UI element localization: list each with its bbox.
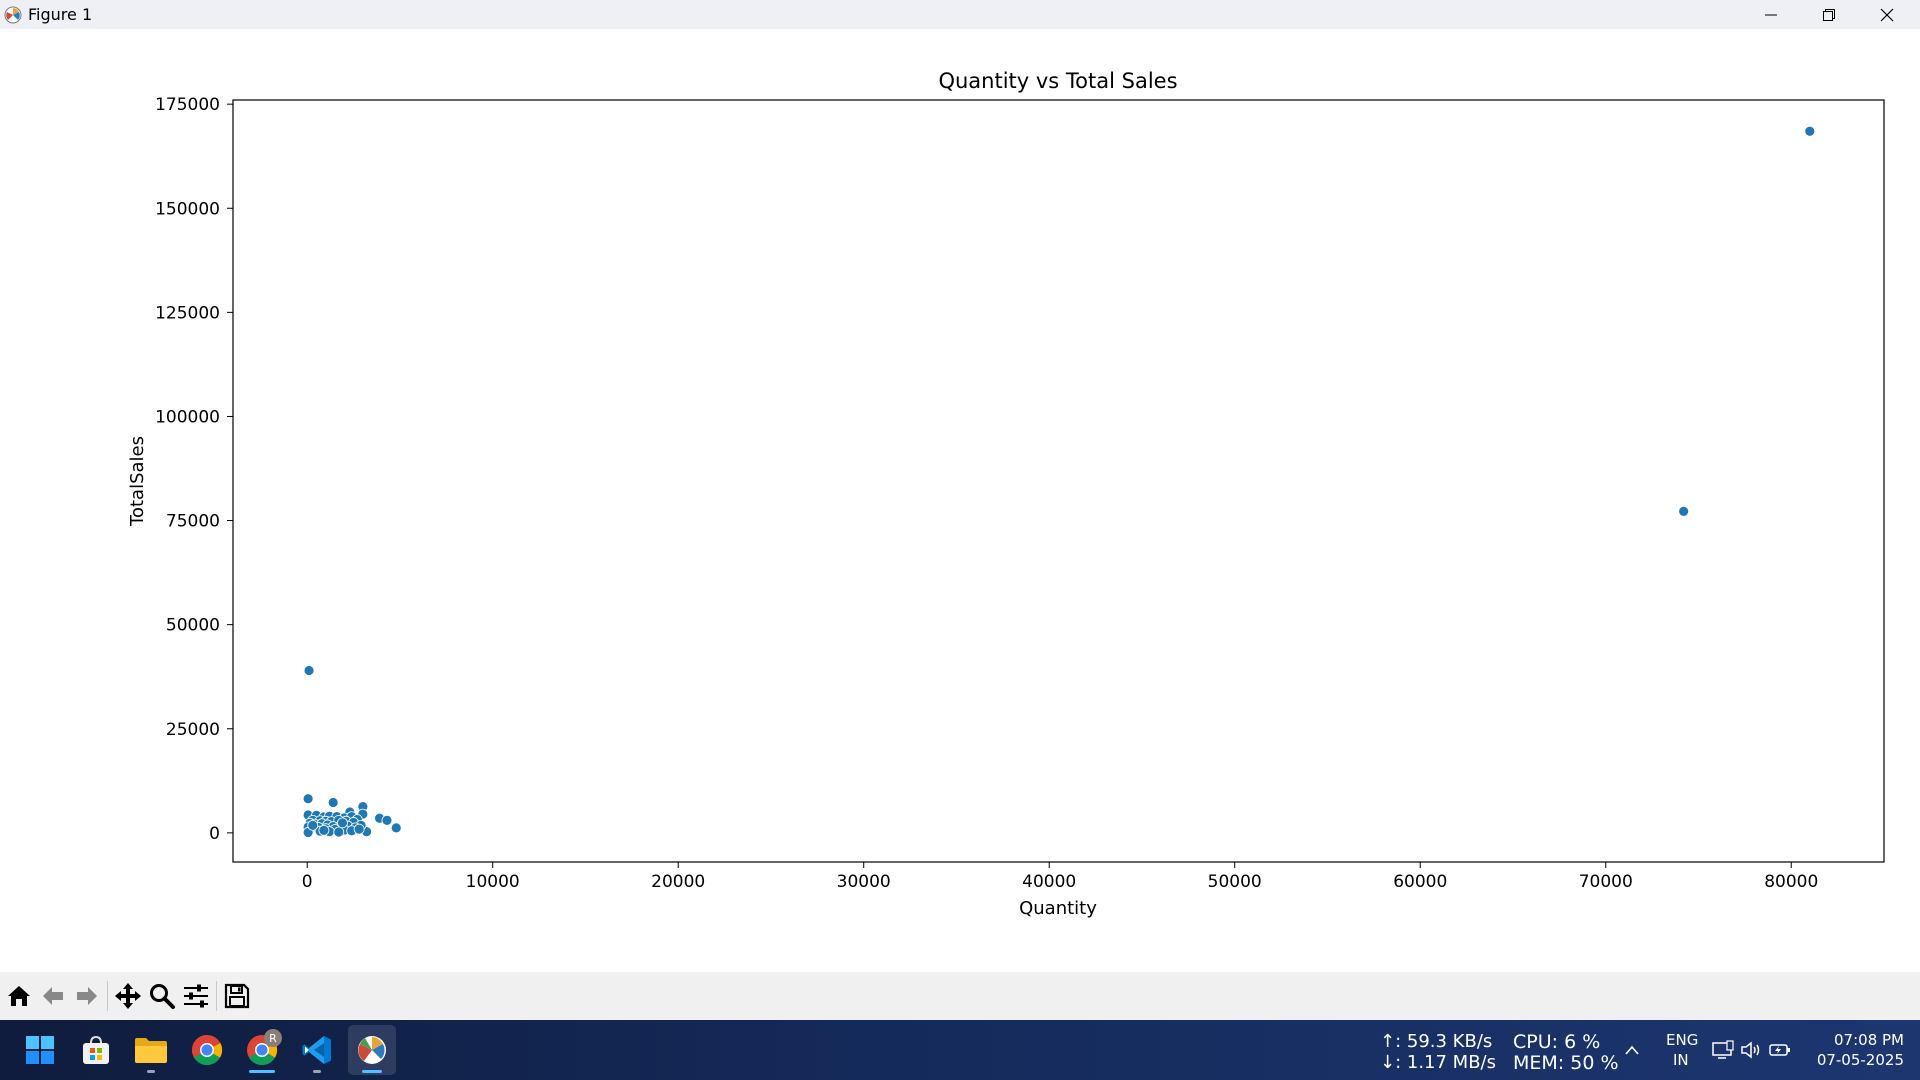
store-bag-icon (83, 1035, 109, 1064)
matplotlib-app-icon (2, 4, 24, 26)
pan-button[interactable] (111, 976, 145, 1016)
data-point (390, 822, 402, 834)
x-tick-label: 0 (302, 872, 313, 892)
taskbar: R ↑: 59.3 KB/s ↓: 1.17 MB/s CPU: 6 % MEM… (0, 1020, 1920, 1080)
matplotlib-icon (358, 1036, 386, 1064)
x-tick-label: 20000 (651, 872, 705, 892)
battery-charging-icon (1769, 1044, 1790, 1056)
data-point (353, 823, 365, 835)
window-title: Figure 1 (28, 5, 93, 24)
x-tick-label: 50000 (1208, 872, 1262, 892)
clock[interactable]: 07:08 PM 07-05-2025 (1810, 1028, 1916, 1072)
network-download-speed: ↓: 1.17 MB/s (1380, 1052, 1496, 1073)
taskbar-microsoft-store[interactable] (72, 1025, 120, 1075)
network-upload-speed: ↑: 59.3 KB/s (1380, 1031, 1493, 1052)
taskbar-vscode[interactable] (293, 1025, 341, 1075)
y-tick-label: 0 (209, 824, 220, 844)
y-axis-label: TotalSales (127, 436, 148, 527)
chevron-up-icon (1625, 1045, 1639, 1055)
region-code: IN (1673, 1051, 1689, 1069)
x-tick-label: 30000 (837, 872, 891, 892)
y-axis-ticks: 0 25000 50000 75000 100000 125000 150000 175000 (155, 95, 233, 844)
x-tick-label: 60000 (1393, 872, 1447, 892)
windows-logo-icon (26, 1036, 54, 1064)
memory-usage: MEM: 50 % (1513, 1052, 1619, 1074)
sliders-icon (184, 984, 208, 1008)
data-point (333, 826, 345, 838)
data-point (318, 824, 330, 836)
y-tick-label: 25000 (166, 720, 220, 740)
close-button[interactable] (1859, 0, 1915, 29)
magnifier-icon (150, 984, 175, 1009)
data-point (303, 665, 315, 676)
y-tick-label: 125000 (155, 303, 220, 323)
floppy-disk-icon (224, 983, 250, 1009)
clock-time: 07:08 PM (1834, 1031, 1904, 1049)
chrome-icon (191, 1035, 223, 1066)
zoom-button[interactable] (145, 976, 179, 1016)
close-icon (1880, 8, 1894, 21)
forward-arrow-icon (77, 987, 97, 1005)
clock-date: 07-05-2025 (1816, 1051, 1904, 1069)
x-tick-label: 80000 (1764, 872, 1818, 892)
taskbar-file-explorer[interactable] (127, 1025, 175, 1075)
folder-icon (135, 1038, 167, 1063)
x-axis-ticks: 0 10000 20000 30000 40000 50000 60000 70000 8000… (302, 862, 1818, 892)
back-button[interactable] (36, 976, 70, 1016)
show-hidden-icons-button[interactable] (1620, 1038, 1644, 1062)
taskbar-chrome[interactable] (183, 1025, 231, 1075)
x-tick-label: 10000 (466, 872, 520, 892)
taskbar-matplotlib-figure[interactable] (348, 1025, 396, 1075)
y-tick-label: 50000 (166, 616, 220, 636)
x-tick-label: 40000 (1022, 872, 1076, 892)
volume-icon (1741, 1041, 1760, 1059)
minimize-icon (1765, 14, 1777, 15)
title-bar: Figure 1 (0, 0, 1920, 29)
data-point (307, 819, 319, 831)
y-tick-label: 100000 (155, 407, 220, 427)
minimize-button[interactable] (1743, 0, 1799, 29)
data-point (327, 797, 339, 808)
forward-button[interactable] (70, 976, 104, 1016)
y-tick-label: 75000 (166, 512, 220, 532)
chart-title: Quantity vs Total Sales (938, 69, 1177, 93)
toolbar-separator (107, 981, 108, 1011)
configure-subplots-button[interactable] (179, 976, 213, 1016)
taskbar-chrome-profile[interactable]: R (238, 1025, 286, 1075)
vscode-icon (302, 1036, 331, 1064)
plot-frame (232, 99, 1885, 863)
x-axis-label: Quantity (1019, 898, 1097, 919)
home-button[interactable] (2, 976, 36, 1016)
data-point (337, 817, 348, 829)
back-arrow-icon (43, 987, 63, 1005)
y-tick-label: 175000 (155, 95, 220, 115)
start-button[interactable] (16, 1025, 64, 1075)
home-icon (8, 986, 30, 1006)
move-arrows-icon (115, 983, 141, 1009)
data-point (1678, 505, 1690, 517)
toolbar-separator (216, 981, 217, 1011)
x-tick-label: 70000 (1579, 872, 1633, 892)
quick-settings-button[interactable] (1712, 1037, 1798, 1063)
navigation-toolbar (0, 972, 1920, 1020)
data-point (302, 793, 314, 805)
language-code: ENG (1666, 1031, 1699, 1049)
data-points (302, 125, 1816, 838)
restore-button[interactable] (1801, 0, 1857, 29)
profile-badge: R (264, 1029, 282, 1047)
restore-icon (1823, 8, 1835, 21)
cpu-usage: CPU: 6 % (1513, 1031, 1601, 1053)
network-icon (1712, 1040, 1734, 1059)
figure-canvas[interactable]: Quantity vs Total Sales 0 10000 20000 30000… (0, 29, 1920, 972)
save-button[interactable] (220, 976, 254, 1016)
y-tick-label: 150000 (155, 199, 220, 219)
data-point (1804, 125, 1816, 137)
language-indicator[interactable]: ENG IN (1660, 1028, 1702, 1072)
scatter-plot: Quantity vs Total Sales 0 10000 20000 30000… (127, 69, 1885, 919)
data-point (381, 814, 393, 826)
